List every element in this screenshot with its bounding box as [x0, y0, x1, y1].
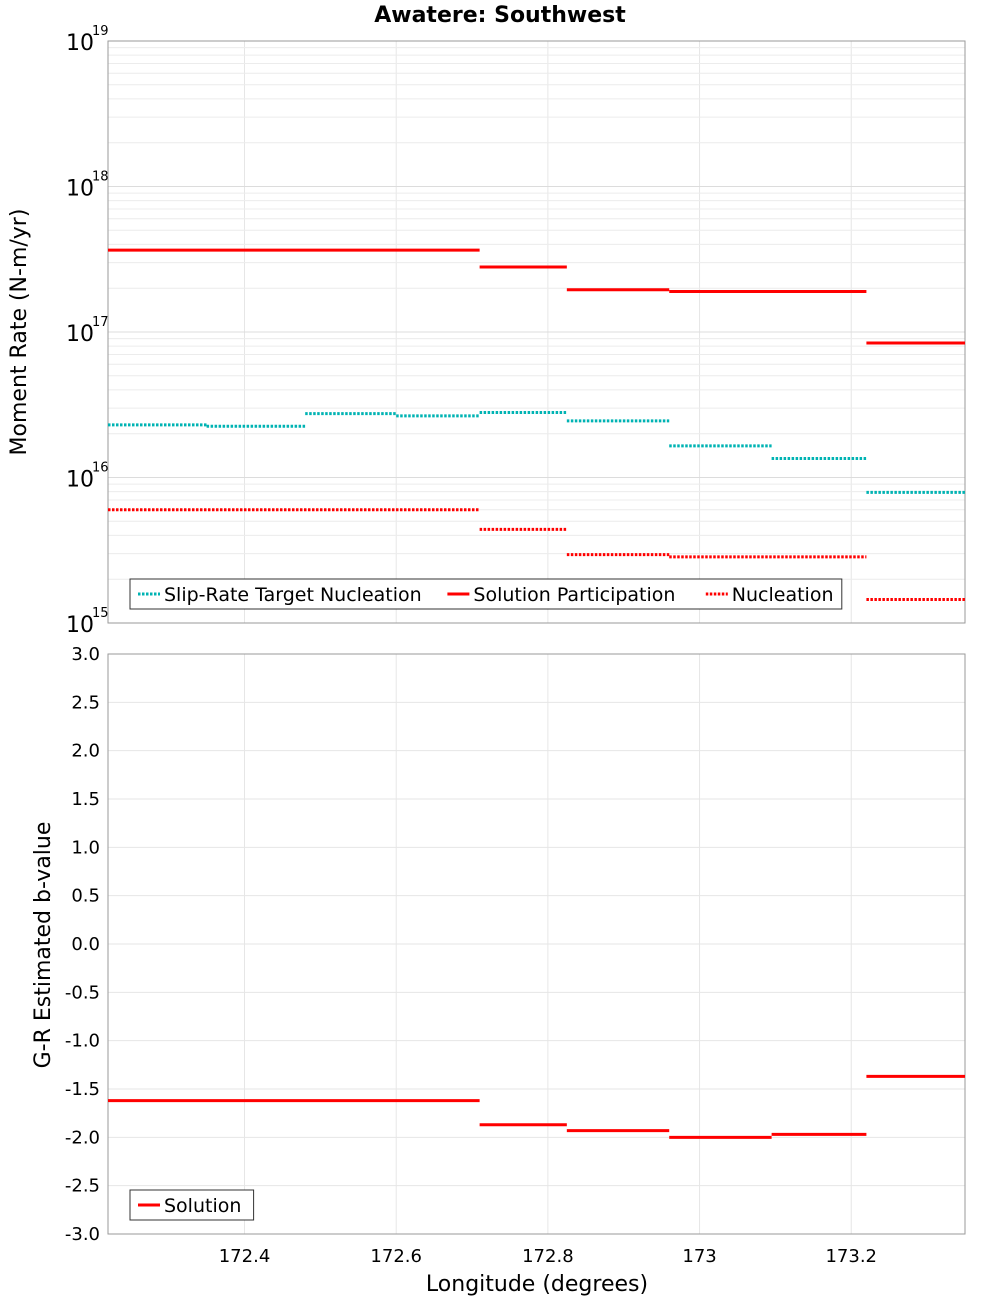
- y-tick-label: -1.5: [65, 1079, 100, 1100]
- x-tick-label: 173: [682, 1246, 716, 1267]
- chart-title: Awatere: Southwest: [374, 3, 626, 28]
- y-tick-label: -0.5: [65, 982, 100, 1003]
- y-tick-label: -2.0: [65, 1127, 100, 1148]
- legend-label: Slip-Rate Target Nucleation: [164, 584, 422, 606]
- legend: Solution: [129, 1189, 255, 1221]
- plot-frame: [107, 40, 966, 624]
- x-tick-label: 173.2: [825, 1246, 877, 1267]
- b-value-plot: 172.4 172.6 172.8 173 173.2 -3.0 -2.5 -2.0 -1.5 -…: [65, 644, 966, 1267]
- y-tick-exponent: 18: [92, 170, 109, 185]
- y-axis-label-bottom: G-R Estimated b-value: [31, 822, 56, 1069]
- y-tick-label: 1.5: [71, 789, 100, 810]
- y-tick-label: -3.0: [65, 1224, 100, 1245]
- y-tick-label: -2.5: [65, 1176, 100, 1197]
- y-tick-label: 10: [66, 613, 94, 638]
- y-tick-label: 10: [66, 322, 94, 347]
- y-tick-label: 10: [66, 468, 94, 493]
- plot-frame: [107, 653, 966, 1235]
- y-tick-exponent: 17: [92, 315, 109, 330]
- y-axis-label-top: Moment Rate (N-m/yr): [7, 209, 32, 456]
- legend-label: Solution Participation: [473, 584, 675, 606]
- y-tick-exponent: 19: [92, 24, 109, 39]
- legend-label: Nucleation: [732, 584, 834, 606]
- x-axis-label: Longitude (degrees): [426, 1272, 648, 1297]
- y-tick-label: 2.0: [71, 741, 100, 762]
- y-tick-label: 2.5: [71, 692, 100, 713]
- y-tick-label: 10: [66, 31, 94, 56]
- y-tick-label: 0.0: [71, 934, 100, 955]
- y-tick-label: 10: [66, 177, 94, 202]
- y-tick-label: 0.5: [71, 886, 100, 907]
- y-tick-exponent: 16: [92, 461, 109, 476]
- x-tick-label: 172.8: [522, 1246, 574, 1267]
- x-tick-label: 172.4: [219, 1246, 271, 1267]
- y-tick-exponent: 15: [92, 606, 109, 621]
- x-tick-label: 172.6: [370, 1246, 422, 1267]
- y-tick-label: 3.0: [71, 644, 100, 665]
- legend: Slip-Rate Target Nucleation Solution Part…: [129, 578, 843, 610]
- y-tick-label: 1.0: [71, 837, 100, 858]
- legend-label: Solution: [164, 1195, 241, 1217]
- y-tick-label: -1.0: [65, 1031, 100, 1052]
